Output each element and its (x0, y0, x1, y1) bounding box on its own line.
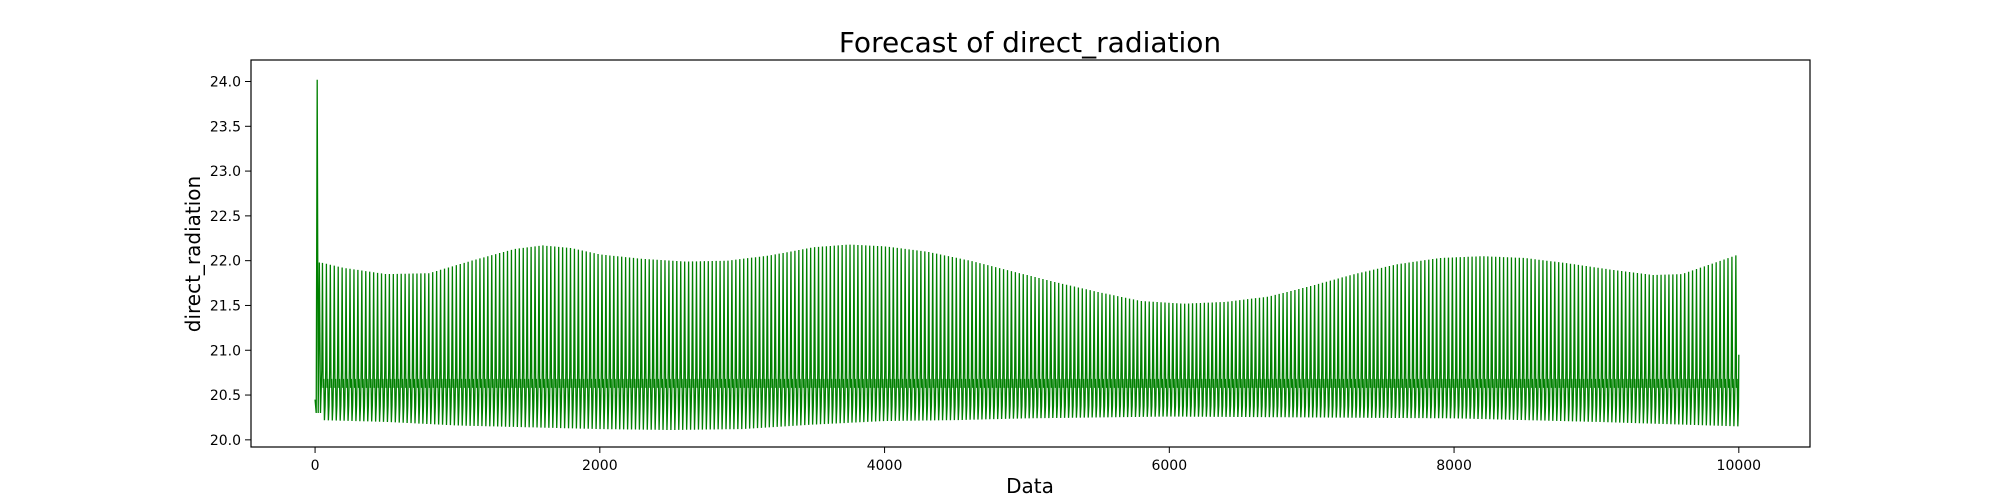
series-line (314, 79, 1740, 430)
x-axis: 0 2000 4000 6000 8000 10000 (311, 447, 1761, 474)
y-tick-label: 20.0 (210, 433, 241, 449)
y-axis-label: direct_radiation (181, 176, 205, 332)
y-tick-label: 20.5 (210, 388, 241, 404)
plot-area (314, 79, 1740, 430)
chart-title: Forecast of direct_radiation (839, 26, 1221, 59)
x-tick-label: 10000 (1717, 458, 1762, 474)
x-tick-label: 6000 (1151, 458, 1187, 474)
y-tick-label: 24.0 (210, 75, 241, 91)
x-tick-label: 2000 (582, 458, 618, 474)
y-axis: 20.0 20.5 21.0 21.5 22.0 22.5 23.0 23.5 24.0 (210, 75, 251, 449)
y-tick-label: 21.5 (210, 298, 241, 314)
y-tick-label: 22.5 (210, 209, 241, 225)
y-tick-label: 23.5 (210, 119, 241, 135)
x-tick-label: 8000 (1436, 458, 1472, 474)
plot-frame (250, 59, 1811, 448)
y-tick-label: 21.0 (210, 343, 241, 359)
x-tick-label: 4000 (867, 458, 903, 474)
x-tick-label: 0 (311, 458, 320, 474)
x-axis-label: Data (1006, 474, 1054, 498)
y-tick-label: 23.0 (210, 164, 241, 180)
y-tick-label: 22.0 (210, 254, 241, 270)
